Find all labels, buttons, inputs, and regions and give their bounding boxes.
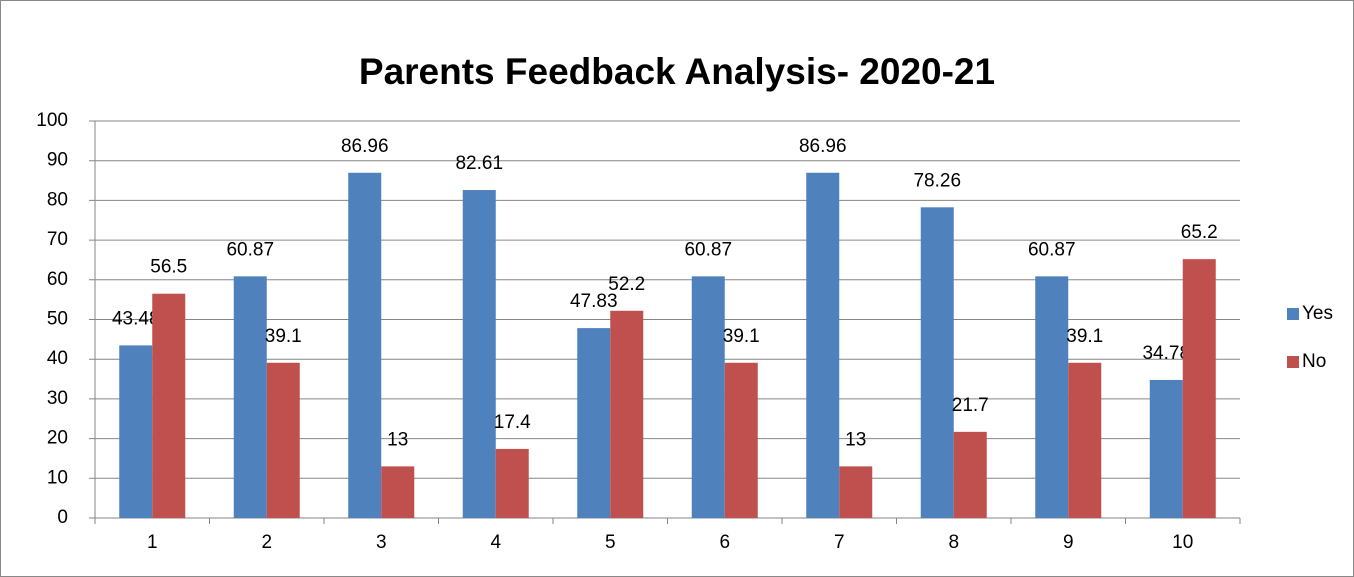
- y-tick-label: 80: [47, 189, 68, 210]
- x-tick-label: 3: [376, 532, 387, 553]
- bar: [1068, 362, 1102, 518]
- legend-label: Yes: [1302, 303, 1333, 324]
- y-tick-label: 20: [47, 428, 68, 449]
- x-tick-label: 8: [948, 532, 959, 553]
- x-tick-label: 4: [490, 532, 501, 553]
- data-label: 86.96: [341, 136, 389, 157]
- data-label: 13: [845, 429, 866, 450]
- bar: [577, 328, 611, 518]
- legend-swatch: [1287, 356, 1299, 368]
- data-label: 47.83: [570, 291, 618, 312]
- bar: [495, 448, 529, 518]
- y-tick-label: 10: [47, 467, 68, 488]
- bar: [1149, 379, 1183, 518]
- bar: [348, 172, 382, 518]
- data-label: 65.2: [1181, 222, 1218, 243]
- bar: [839, 466, 873, 518]
- y-tick-label: 50: [47, 309, 68, 330]
- legend-swatch: [1287, 308, 1299, 320]
- x-tick-label: 2: [261, 532, 272, 553]
- bar: [152, 293, 186, 518]
- data-label: 17.4: [494, 412, 531, 433]
- x-tick-label: 9: [1063, 532, 1074, 553]
- bar: [119, 345, 153, 518]
- data-label: 34.78: [1142, 343, 1190, 364]
- bar: [724, 362, 758, 518]
- bar: [610, 310, 644, 518]
- y-tick-label: 0: [57, 507, 68, 528]
- data-label: 60.87: [684, 239, 732, 260]
- y-tick-label: 70: [47, 229, 68, 250]
- data-label: 82.61: [455, 153, 503, 174]
- bar: [381, 466, 415, 518]
- bar: [920, 207, 954, 518]
- data-label: 86.96: [799, 136, 847, 157]
- data-label: 39.1: [265, 326, 302, 347]
- data-label: 43.48: [112, 308, 160, 329]
- y-tick-label: 30: [47, 388, 68, 409]
- bar: [806, 172, 840, 518]
- data-label: 39.1: [1066, 326, 1103, 347]
- bar: [953, 431, 987, 518]
- x-tick-label: 10: [1172, 532, 1193, 553]
- y-tick-label: 100: [36, 110, 68, 131]
- x-tick-label: 1: [147, 532, 158, 553]
- chart-title: Parents Feedback Analysis- 2020-21: [359, 51, 995, 92]
- y-tick-label: 90: [47, 150, 68, 171]
- x-tick-label: 6: [719, 532, 730, 553]
- bar: [1182, 259, 1216, 518]
- bar: [233, 276, 267, 518]
- bar: [266, 362, 300, 518]
- legend-label: No: [1302, 351, 1326, 372]
- data-label: 39.1: [723, 326, 760, 347]
- data-label: 52.2: [608, 274, 645, 295]
- bar: [1035, 276, 1069, 518]
- x-tick-label: 5: [605, 532, 616, 553]
- x-tick-label: 7: [834, 532, 845, 553]
- data-label: 60.87: [226, 239, 274, 260]
- y-tick-label: 60: [47, 269, 68, 290]
- bar: [691, 276, 725, 518]
- data-label: 60.87: [1028, 239, 1076, 260]
- data-label: 13: [387, 429, 408, 450]
- data-label: 21.7: [952, 395, 989, 416]
- data-label: 78.26: [913, 170, 961, 191]
- bar: [462, 190, 496, 518]
- y-tick-label: 40: [47, 348, 68, 369]
- data-label: 56.5: [150, 257, 187, 278]
